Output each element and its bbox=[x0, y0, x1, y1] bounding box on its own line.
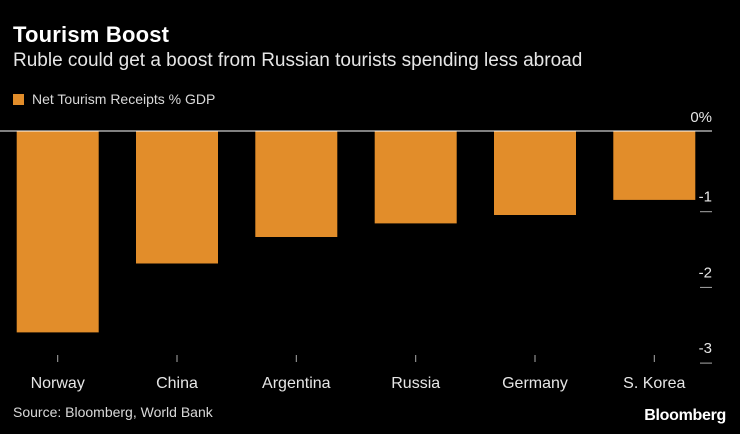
x-tick-label: Argentina bbox=[262, 375, 331, 392]
source-note: Source: Bloomberg, World Bank bbox=[13, 404, 213, 420]
chart-subtitle: Ruble could get a boost from Russian tou… bbox=[13, 50, 583, 71]
y-tick-label: -2 bbox=[699, 264, 712, 281]
x-tick-label: Norway bbox=[31, 375, 85, 392]
legend-label: Net Tourism Receipts % GDP bbox=[32, 91, 216, 107]
bloomberg-logo: Bloomberg bbox=[644, 407, 726, 424]
x-tick-label: China bbox=[156, 375, 198, 392]
legend-swatch bbox=[13, 93, 24, 105]
bar-germany bbox=[494, 131, 576, 215]
x-tick-label: Russia bbox=[391, 375, 440, 392]
x-tick-label: S. Korea bbox=[623, 375, 685, 392]
legend: Net Tourism Receipts % GDP bbox=[13, 91, 215, 107]
y-tick-label: -3 bbox=[699, 340, 712, 357]
chart-title: Tourism Boost bbox=[13, 22, 170, 47]
x-tick-label: Germany bbox=[502, 375, 568, 392]
bar-argentina bbox=[255, 131, 338, 237]
bar-norway bbox=[16, 131, 99, 333]
bar-china bbox=[136, 131, 218, 264]
bar-russia bbox=[374, 131, 457, 224]
y-tick-label: -1 bbox=[699, 189, 712, 206]
bar-s-korea bbox=[613, 131, 696, 200]
y-tick-label: 0% bbox=[690, 109, 712, 126]
